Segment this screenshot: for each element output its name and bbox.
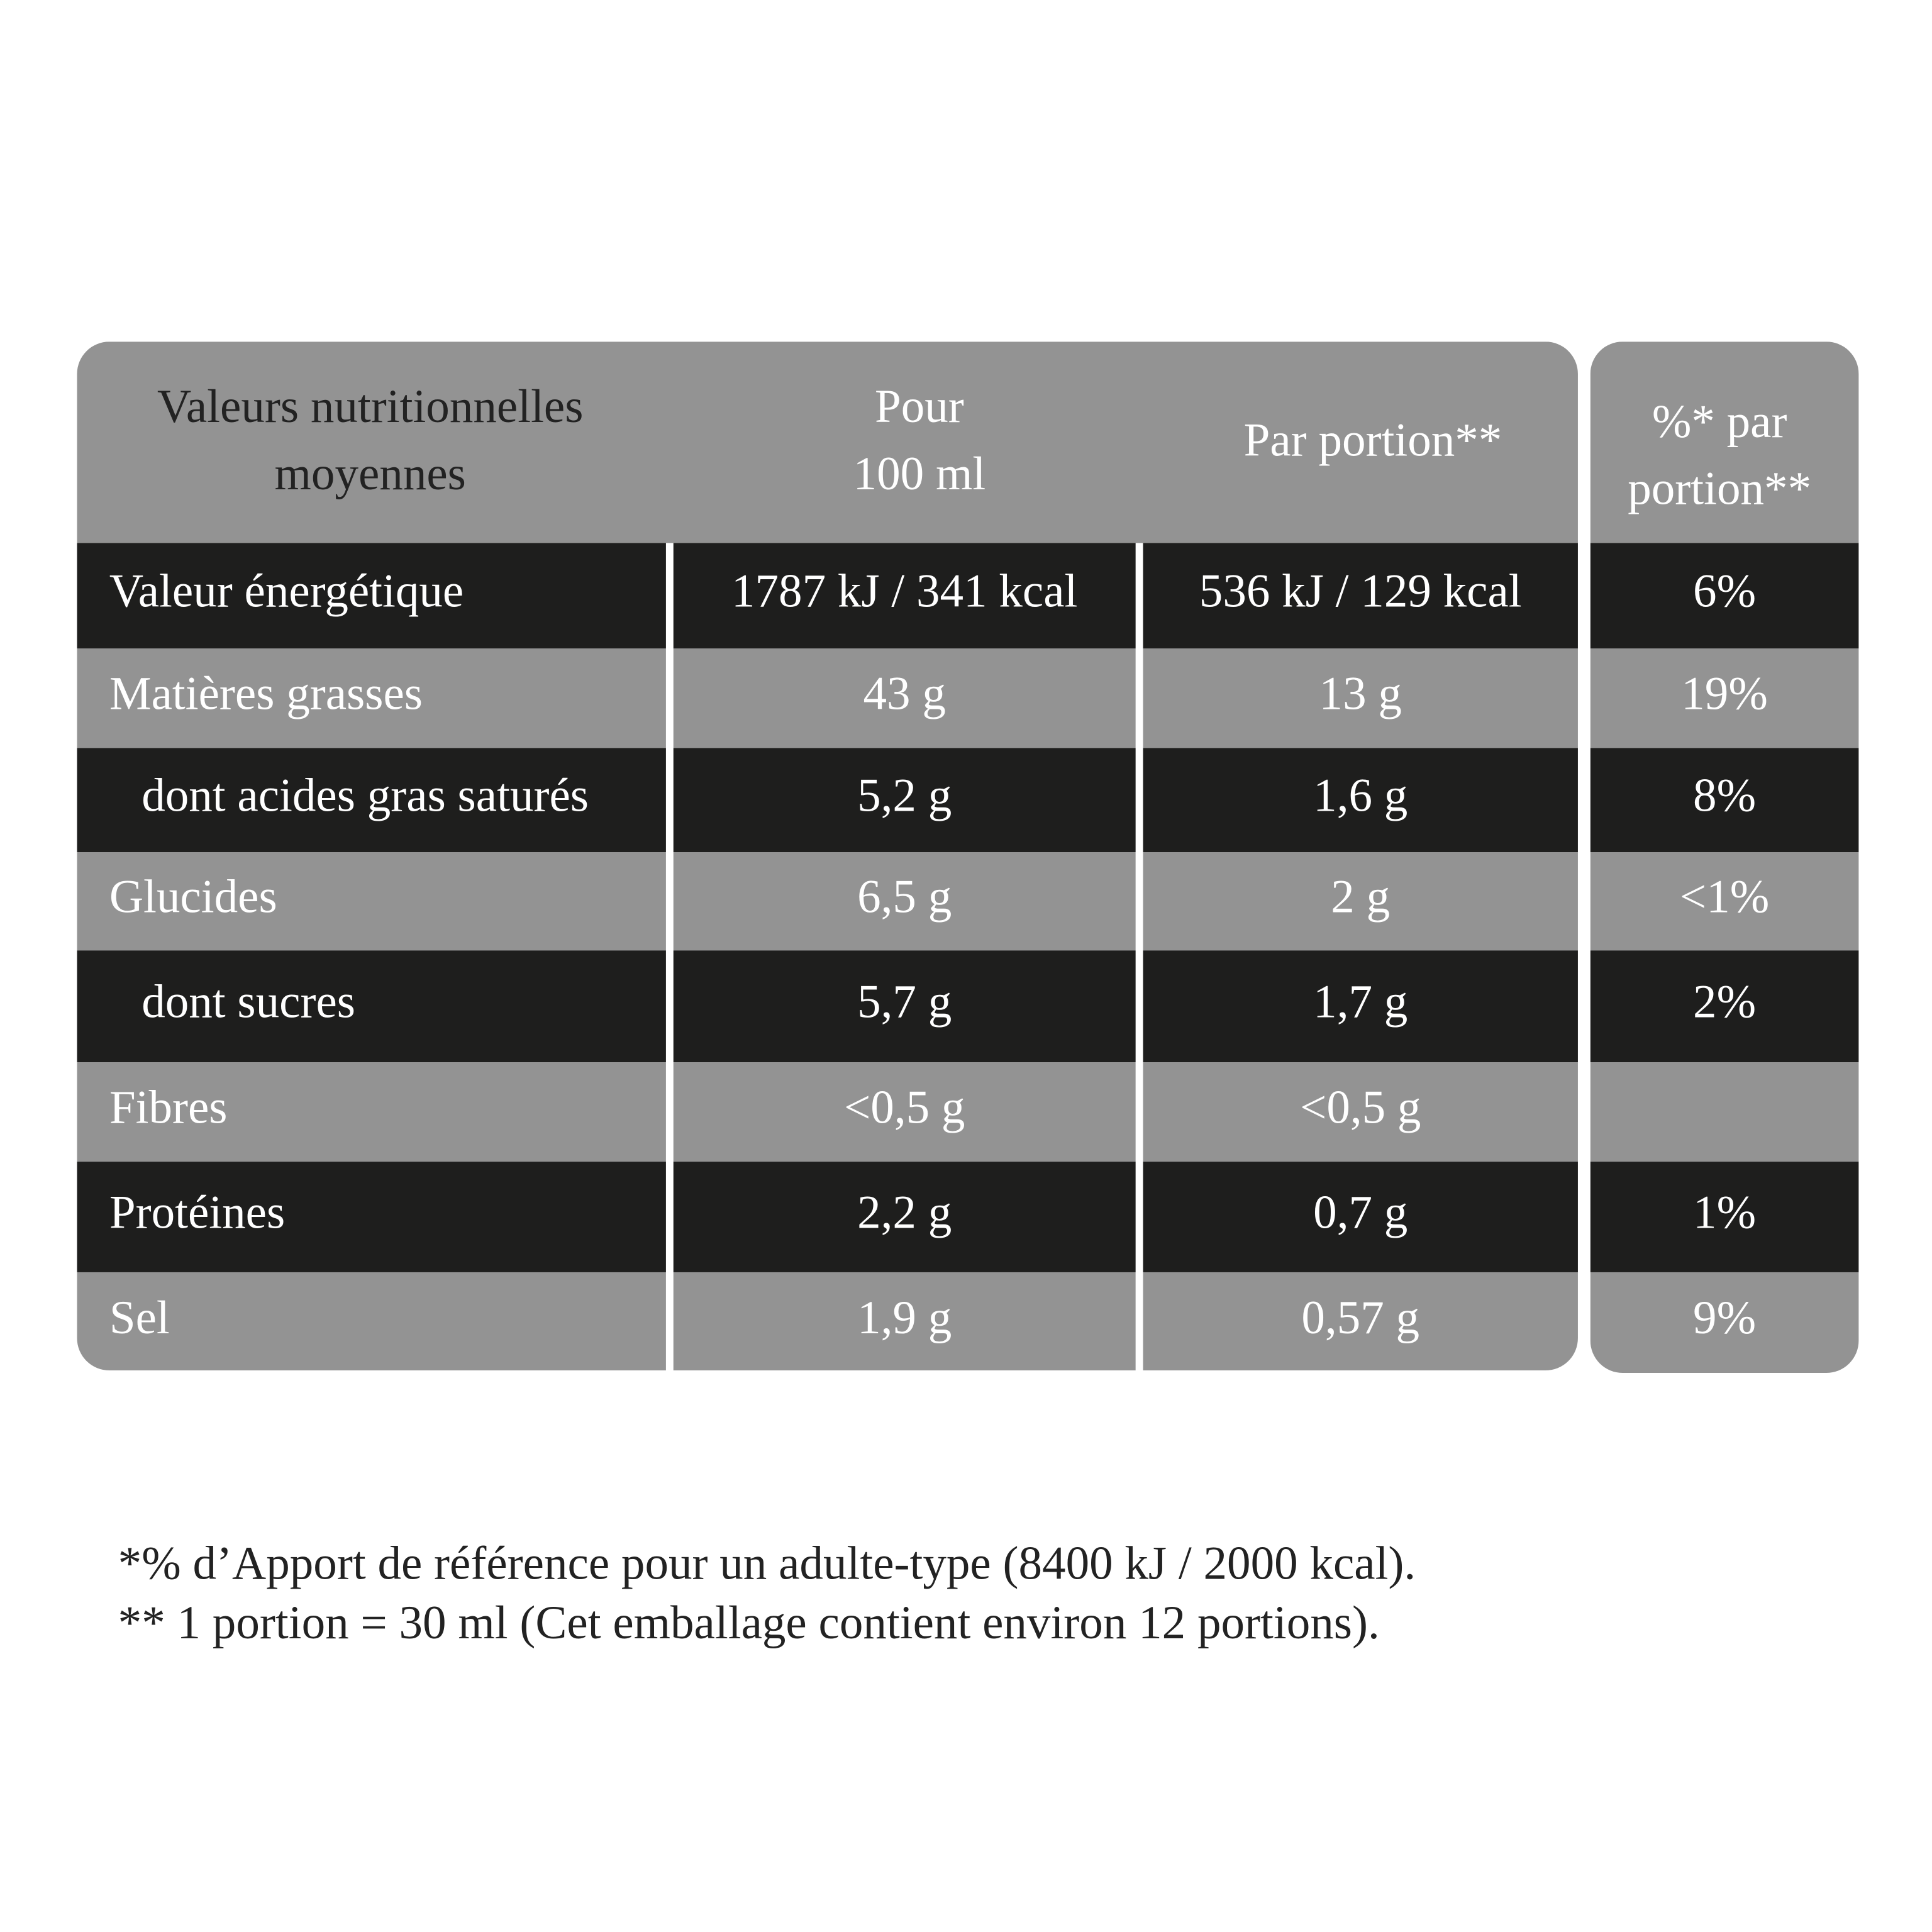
row-label: dont sucres (142, 975, 355, 1028)
cell: 13 g (1319, 668, 1402, 720)
row-bg (77, 1162, 1578, 1272)
texts: Valeurs nutritionnelles moyennes Pour 100 m… (109, 380, 1811, 1649)
column-divider (665, 543, 674, 1371)
cell: 536 kJ / 129 kcal (1199, 565, 1522, 618)
cell: 43 g (863, 668, 946, 720)
cell: 1787 kJ / 341 kcal (731, 565, 1077, 618)
row-bg (77, 543, 1578, 649)
row-label: Glucides (109, 871, 277, 923)
row-bg (1590, 543, 1859, 649)
row-bg (1590, 1272, 1859, 1373)
row-label: dont acides gras saturés (142, 769, 589, 821)
cell: 8% (1693, 769, 1756, 821)
row-label: Valeur énergétique (109, 565, 464, 618)
cell: 2,2 g (857, 1186, 952, 1238)
header-cell: Valeurs nutritionnelles (157, 380, 584, 433)
header-cell: %* par (1652, 396, 1787, 448)
header-cell: moyennes (275, 448, 466, 500)
row-label: Fibres (109, 1081, 228, 1133)
percent-table (1590, 341, 1859, 1373)
row-bg (1590, 648, 1859, 748)
row-bg (1590, 1162, 1859, 1272)
cell: 0,7 g (1313, 1186, 1407, 1238)
main-table (77, 341, 1578, 1371)
cell: 1,7 g (1313, 975, 1407, 1028)
cell: <0,5 g (844, 1081, 965, 1133)
header-cell: 100 ml (853, 448, 986, 500)
row-bg (77, 748, 1578, 853)
row-label: Protéines (109, 1186, 285, 1238)
row-bg (1590, 1062, 1859, 1162)
cell: <0,5 g (1300, 1081, 1421, 1133)
header-cell: Pour (875, 380, 964, 433)
row-bg (77, 1272, 1578, 1371)
row-bg (77, 1062, 1578, 1162)
column-divider (1135, 543, 1143, 1371)
cell: 9% (1693, 1292, 1756, 1344)
cell: 19% (1681, 668, 1768, 720)
cell: 6% (1693, 565, 1756, 618)
cell: 6,5 g (857, 871, 952, 923)
cell: 2% (1693, 975, 1756, 1028)
row-bg (1590, 748, 1859, 853)
header-bg (1590, 341, 1859, 543)
cell: 5,2 g (857, 769, 952, 821)
cell: <1% (1680, 871, 1769, 923)
row-label: Sel (109, 1292, 170, 1344)
cell: 5,7 g (857, 975, 952, 1028)
footnote: *% d’Apport de référence pour un adulte-… (118, 1537, 1416, 1589)
row-bg (77, 852, 1578, 951)
header-cell: Par portion** (1244, 414, 1502, 466)
cell: 0,57 g (1301, 1292, 1419, 1344)
cell: 2 g (1331, 871, 1390, 923)
cell: 1,9 g (857, 1292, 952, 1344)
header-cell: portion** (1628, 463, 1811, 515)
row-bg (77, 950, 1578, 1063)
cell: 1% (1693, 1186, 1756, 1238)
footnote: ** 1 portion = 30 ml (Cet emballage cont… (118, 1597, 1380, 1649)
cell: 1,6 g (1313, 769, 1407, 821)
row-bg (1590, 852, 1859, 951)
header-bg (77, 341, 1578, 543)
row-bg (77, 648, 1578, 748)
row-bg (1590, 950, 1859, 1063)
row-label: Matières grasses (109, 668, 423, 720)
